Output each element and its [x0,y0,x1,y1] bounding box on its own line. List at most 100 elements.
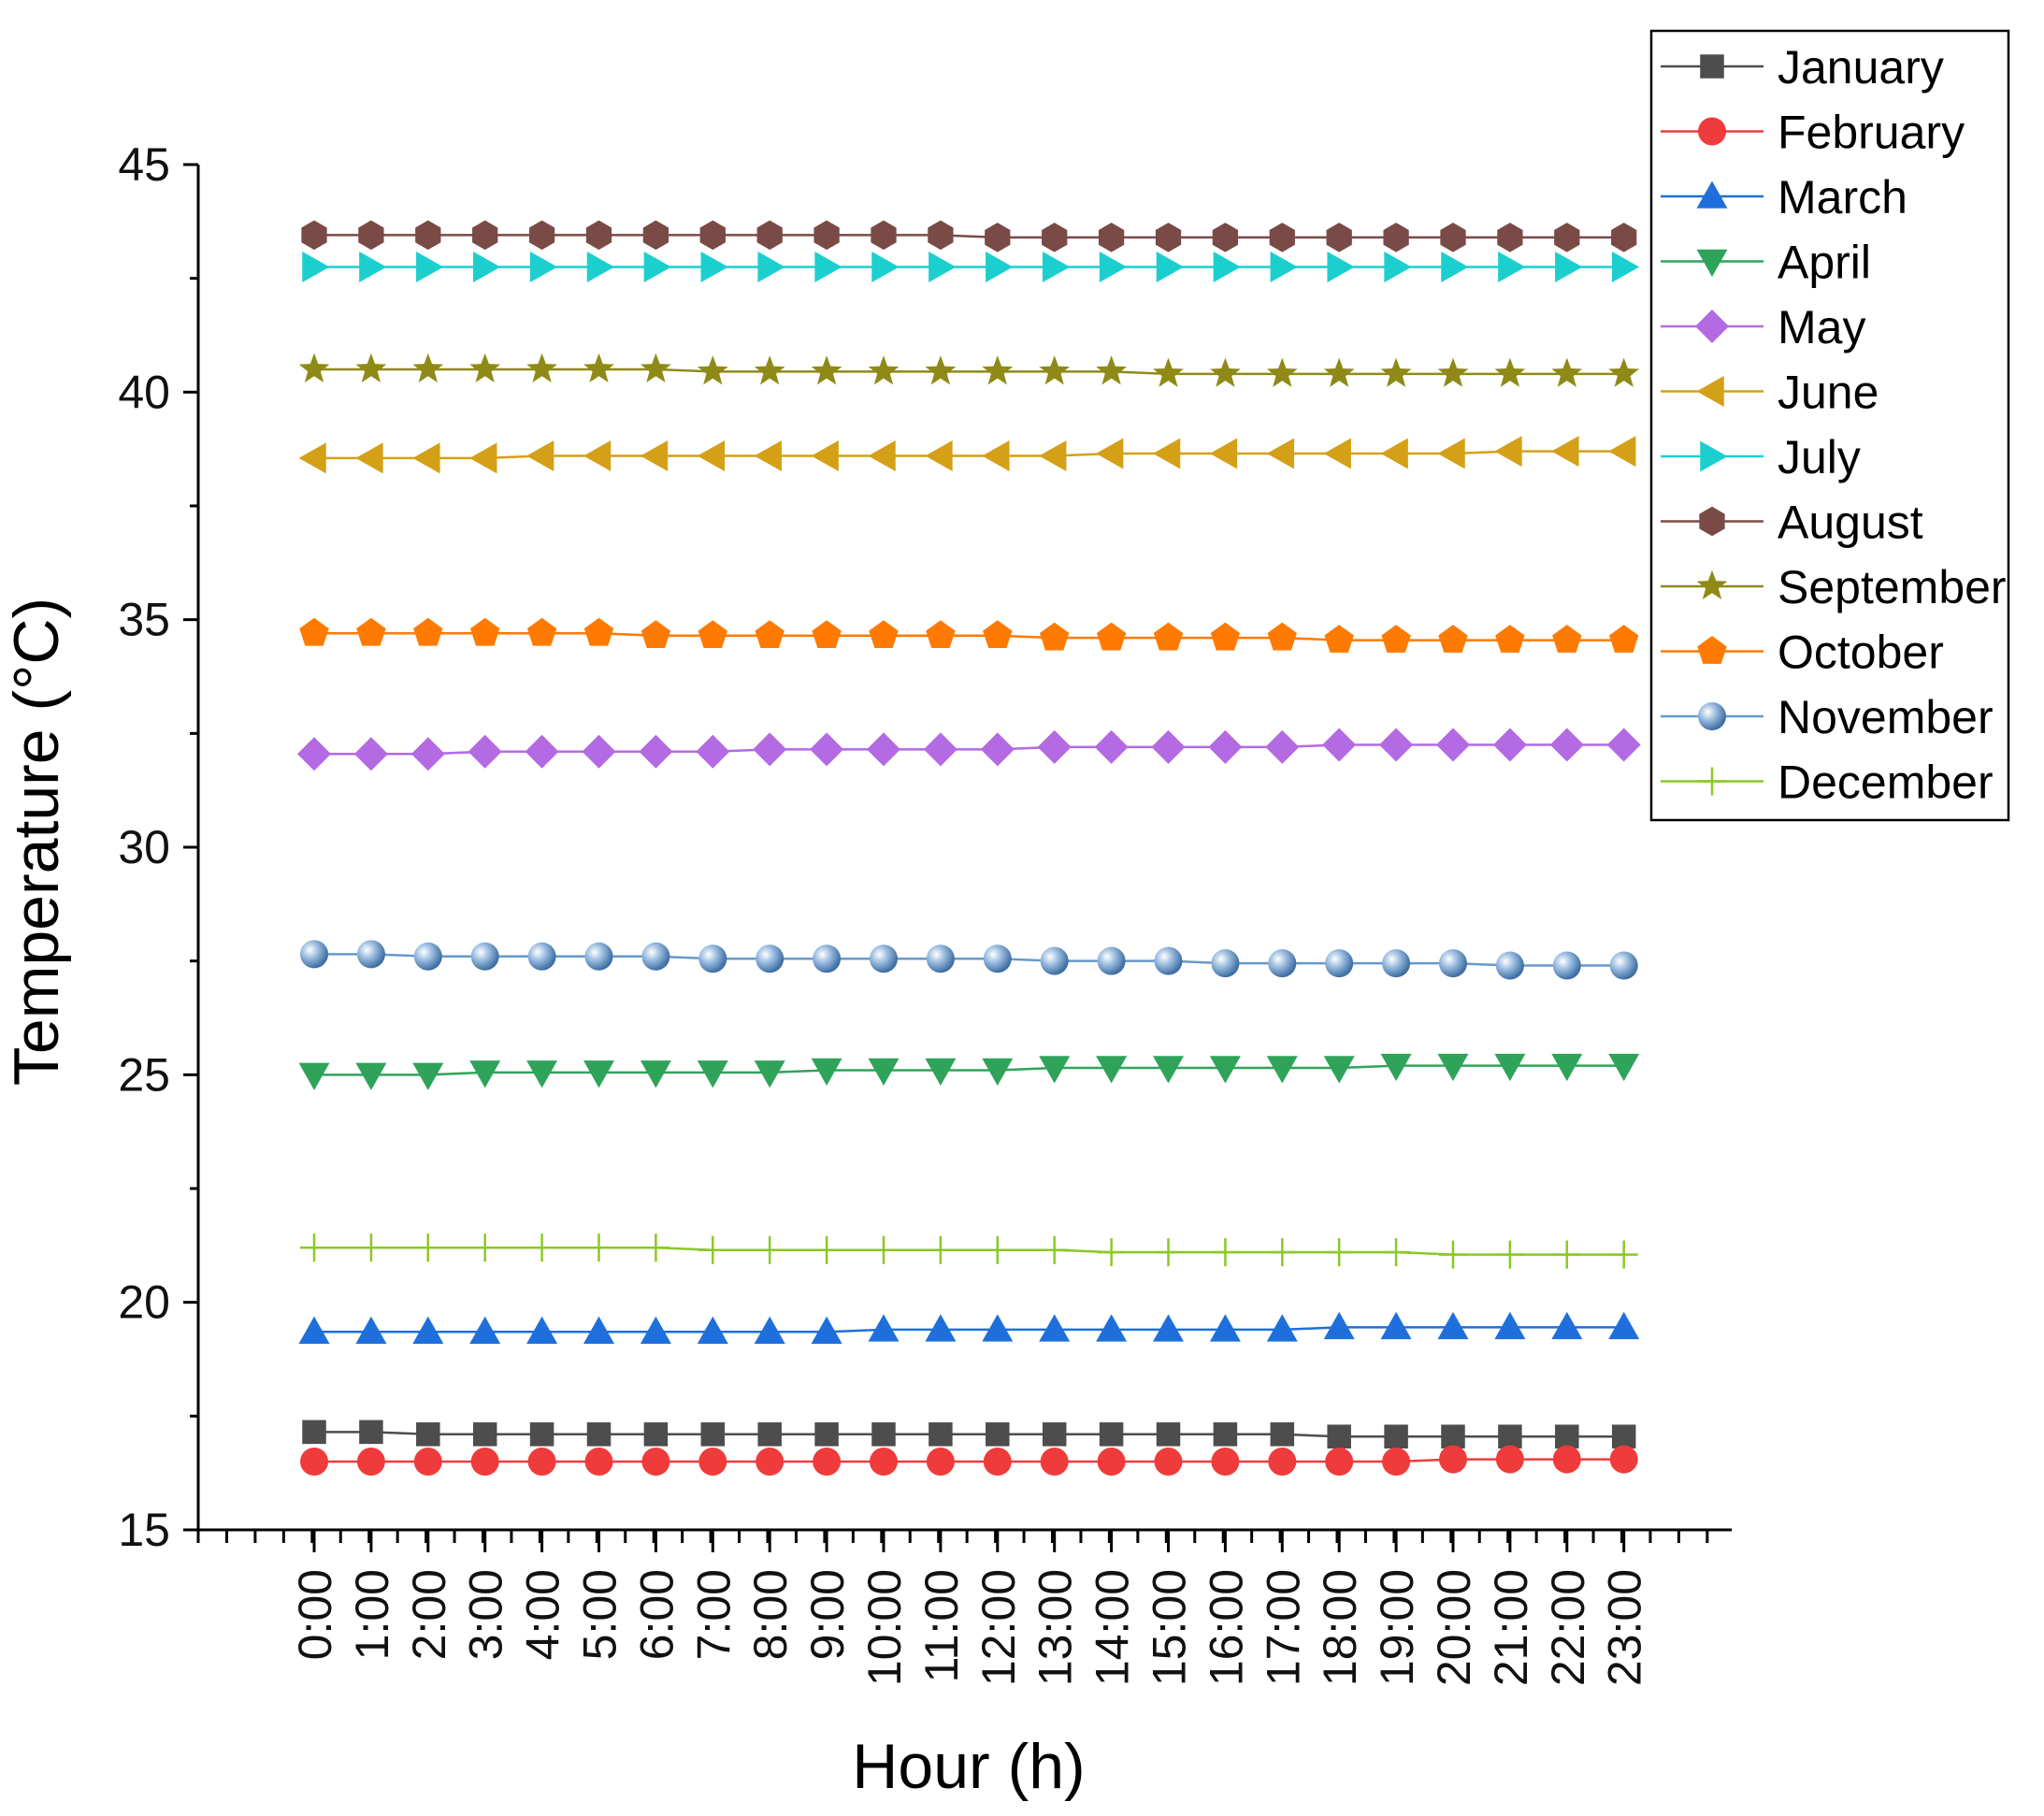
data-point-august [1326,223,1352,252]
data-point-april [868,1058,900,1086]
data-point-april [1437,1053,1469,1082]
data-point-august [813,220,840,251]
x-axis-title: Hour (h) [852,1731,1085,1802]
data-point-september [298,353,330,382]
data-point-april [469,1060,501,1088]
data-point-march [1323,1311,1355,1340]
data-point-january [1555,1424,1579,1448]
data-point-june [754,440,782,471]
data-point-august [1042,223,1068,252]
legend-marker-july [1700,440,1728,472]
data-point-november [584,942,613,971]
data-point-october [583,617,614,646]
data-point-december [1495,1240,1524,1269]
data-point-september [1039,355,1071,385]
data-point-october [1381,625,1411,653]
data-point-january [871,1422,896,1447]
data-point-september [469,353,501,382]
data-point-january [1270,1422,1295,1447]
data-point-february [527,1448,556,1476]
legend-label: July [1778,431,1861,483]
data-point-september [526,353,558,382]
legend-item-march: March [1661,171,1907,223]
data-point-february [926,1448,955,1476]
data-point-july [814,252,842,282]
data-point-march [1266,1314,1298,1342]
data-point-july [928,252,957,282]
x-tick-label: 11:00 [915,1569,968,1682]
data-point-april [1153,1056,1184,1084]
legend-marker-may [1695,310,1729,343]
data-point-january [928,1422,953,1447]
x-tick-label: 19:00 [1371,1569,1423,1686]
data-point-may [1379,728,1414,762]
data-point-february [1040,1448,1069,1476]
data-point-november [1439,949,1467,978]
data-point-august [528,220,555,251]
legend-item-august: August [1661,497,1923,549]
x-tick-label: 10:00 [858,1569,911,1686]
data-point-april [526,1060,558,1088]
data-point-september [754,355,785,385]
series-line-september [314,368,1624,376]
data-point-february [1382,1448,1411,1476]
data-point-february [1097,1448,1126,1476]
series-august [301,220,1637,252]
data-point-january [986,1422,1010,1447]
data-point-march [754,1316,785,1345]
series-january [302,1420,1636,1448]
data-point-november [413,942,442,971]
data-point-july [1611,252,1640,282]
data-point-december [1154,1238,1183,1267]
data-point-june [1266,438,1295,469]
data-point-december [1439,1240,1467,1269]
data-point-may [353,737,388,771]
data-point-june [1608,436,1636,468]
data-point-february [584,1448,613,1476]
data-point-december [300,1233,328,1262]
data-point-january [1156,1422,1181,1447]
data-point-june [1209,438,1238,469]
data-point-march [1608,1311,1640,1340]
data-point-june [982,440,1010,471]
data-point-april [754,1060,785,1088]
data-point-may [753,732,787,767]
y-tick-label: 25 [118,1048,170,1101]
data-point-october [698,620,727,649]
data-point-june [1323,438,1351,469]
data-point-january [359,1420,383,1445]
data-point-december [926,1235,955,1264]
legend-label: April [1778,237,1871,289]
data-point-july [529,252,558,282]
data-point-october [755,620,784,649]
data-point-april [298,1062,330,1090]
data-point-december [641,1233,670,1262]
data-point-march [1437,1311,1469,1340]
data-point-september [640,353,671,382]
x-tick-label: 14:00 [1087,1569,1139,1686]
data-point-november [527,942,556,971]
data-point-june [1380,438,1408,469]
data-point-december [1325,1238,1354,1267]
data-point-january [1441,1424,1465,1448]
series-may [297,728,1641,771]
data-point-september [355,353,387,382]
data-point-august [1098,223,1125,252]
data-point-february [356,1448,385,1476]
data-point-september [697,355,728,385]
data-point-october [812,620,842,649]
x-tick-label: 8:00 [744,1569,797,1660]
data-point-may [1151,729,1186,764]
x-tick-label: 2:00 [403,1569,455,1660]
data-point-october [1438,625,1468,653]
data-point-january [1099,1422,1124,1447]
data-point-november [641,942,670,971]
legend-label: June [1778,367,1878,419]
data-point-june [640,440,669,471]
data-point-january [1213,1422,1238,1447]
legend: January February March April May June July Augu… [1649,29,2010,822]
data-point-august [642,220,669,251]
data-point-june [355,442,383,474]
data-point-august [1269,223,1295,252]
